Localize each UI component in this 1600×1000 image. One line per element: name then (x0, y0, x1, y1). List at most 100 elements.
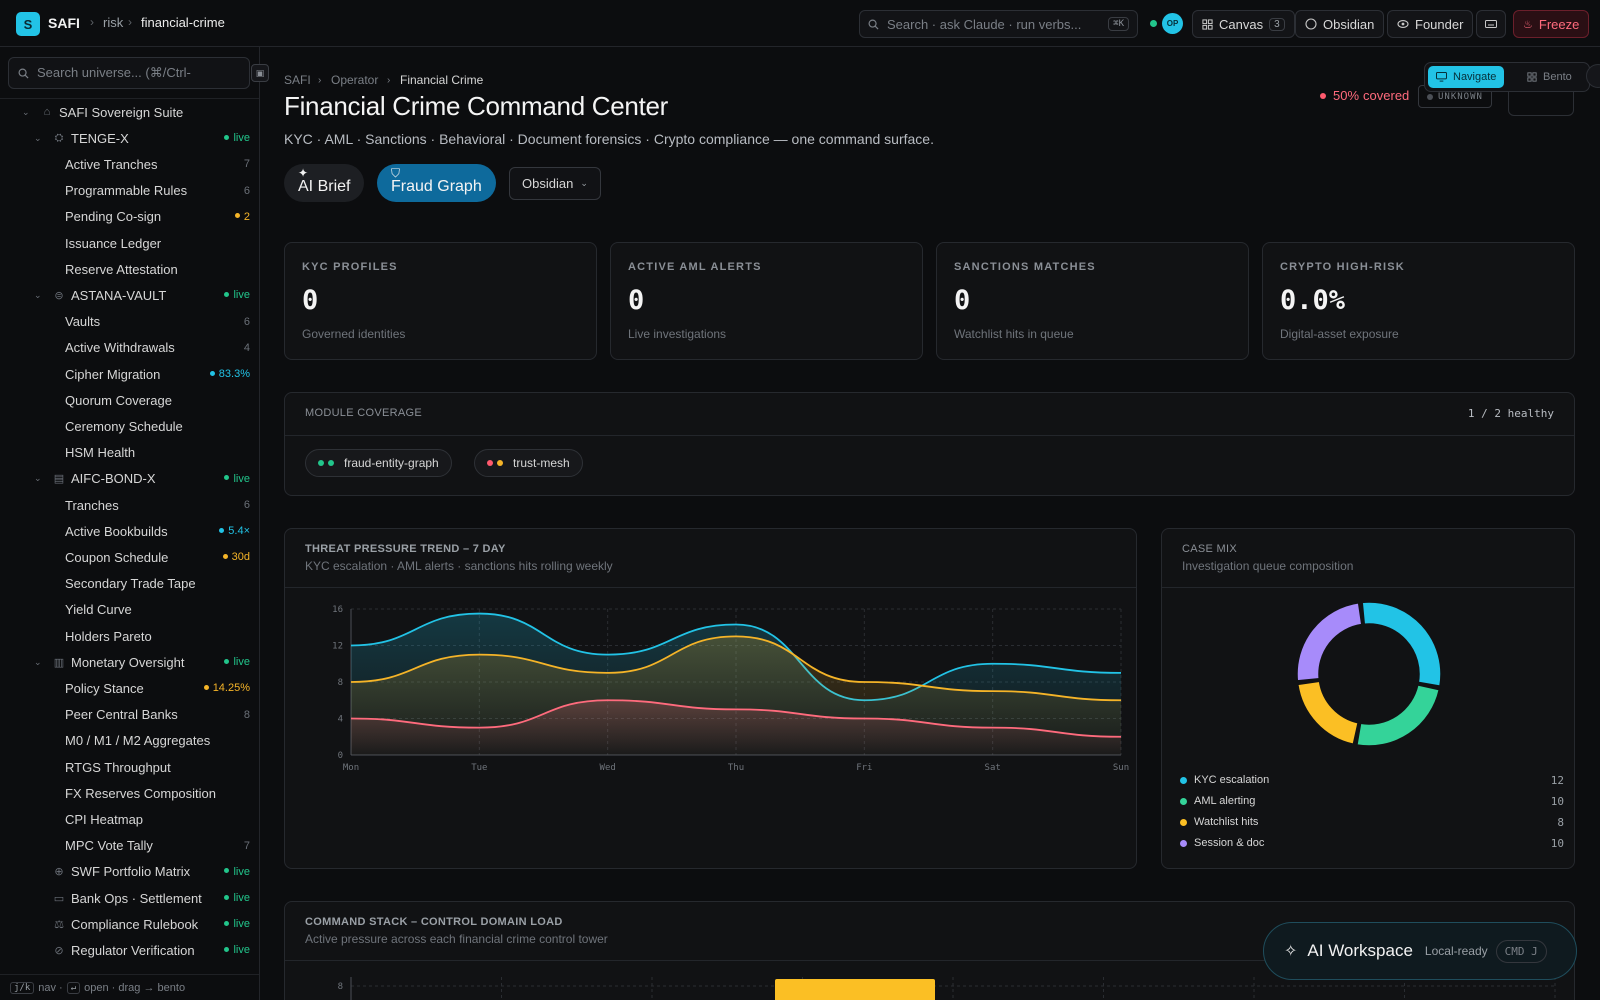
theme-select[interactable]: Obsidian ⌄ (509, 167, 601, 200)
kpi-card-kyc-profiles[interactable]: KYC PROFILES 0 Governed identities (284, 242, 597, 360)
app-name[interactable]: SAFI (48, 15, 80, 31)
tree-item[interactable]: MPC Vote Tally 7 (0, 833, 259, 859)
canvas-label: Canvas (1219, 16, 1264, 32)
theme-button[interactable]: Obsidian (1295, 10, 1385, 38)
tree-item[interactable]: Quorum Coverage (0, 387, 259, 413)
app-logo[interactable]: S (16, 12, 40, 36)
sidebar-search-input[interactable]: Search universe... (⌘/Ctrl- (8, 57, 250, 89)
fraud-graph-button[interactable]: ⛉ Fraud Graph (377, 164, 496, 202)
tree-item-badge: 5.4× (219, 525, 250, 537)
page-breadcrumb-safi[interactable]: SAFI (284, 73, 311, 87)
ai-brief-button[interactable]: ✦ AI Brief (284, 164, 365, 202)
tree-item-label: Cipher Migration (65, 366, 161, 382)
tree-item[interactable]: M0 / M1 / M2 Aggregates (0, 728, 259, 754)
tree-item[interactable]: CPI Heatmap (0, 806, 259, 832)
kpi-value: 0 (302, 285, 319, 316)
tree-item[interactable]: RTGS Throughput (0, 754, 259, 780)
tree-item[interactable]: Issuance Ledger (0, 230, 259, 256)
chevron-down-icon[interactable]: ⌄ (34, 656, 42, 667)
badge-text: 14.25% (212, 682, 250, 695)
gavel-icon: ⚖ (54, 918, 64, 931)
bento-view-button[interactable]: Bento (1519, 66, 1580, 88)
tree-group[interactable]: ⌄ ⛭ TENGE-X live (0, 125, 259, 151)
tree-item[interactable]: Yield Curve (0, 597, 259, 623)
tree-item[interactable]: HSM Health (0, 440, 259, 466)
global-search-input[interactable]: Search · ask Claude · run verbs... ⌘K (859, 10, 1138, 38)
user-avatar[interactable]: OP (1162, 13, 1183, 34)
chevron-down-icon[interactable]: ⌄ (34, 289, 42, 300)
search-icon (18, 68, 29, 79)
document-icon: ▤ (53, 473, 65, 486)
tree-item[interactable]: Cipher Migration 83.3% (0, 361, 259, 387)
verification-icon: ⊘ (54, 944, 64, 957)
tree-item-badge: 7 (244, 840, 250, 852)
tree-item[interactable]: Programmable Rules 6 (0, 178, 259, 204)
tree-module[interactable]: ⊘ Regulator Verification live (0, 937, 259, 963)
donut-slice[interactable] (1356, 683, 1441, 747)
freeze-button[interactable]: ♨ Freeze (1513, 10, 1590, 38)
tree-item-label: Active Tranches (65, 156, 158, 172)
tree-item-label: Vaults (65, 314, 101, 330)
tree-item[interactable]: Ceremony Schedule (0, 413, 259, 439)
tree-item[interactable]: Tranches 6 (0, 492, 259, 518)
y-tick-label: 4 (338, 715, 343, 725)
breadcrumb-separator: › (128, 15, 132, 29)
badge-text: live (233, 892, 250, 904)
kpi-card-aml-alerts[interactable]: ACTIVE AML ALERTS 0 Live investigations (610, 242, 923, 360)
kpi-card-sanctions-matches[interactable]: SANCTIONS MATCHES 0 Watchlist hits in qu… (936, 242, 1249, 360)
chip-status-dot (328, 460, 334, 466)
badge-text: live (233, 289, 250, 302)
page-breadcrumb-operator[interactable]: Operator (331, 73, 379, 87)
chevron-down-icon[interactable]: ⌄ (34, 473, 42, 484)
kpi-subtitle: Watchlist hits in queue (954, 327, 1074, 341)
founder-button[interactable]: Founder (1387, 10, 1474, 38)
tree-module[interactable]: ⊕ SWF Portfolio Matrix live (0, 859, 259, 885)
badge-text: live (233, 472, 250, 485)
tree-item[interactable]: Policy Stance 14.25% (0, 675, 259, 701)
tree-item[interactable]: Active Tranches 7 (0, 151, 259, 177)
threat-trend-label: THREAT PRESSURE TREND – 7 DAY (305, 543, 506, 555)
module-chip-trust-mesh[interactable]: trust-mesh (474, 449, 583, 477)
ai-workspace-launcher[interactable]: ✧ AI Workspace Local-ready CMD J (1263, 922, 1577, 980)
online-status-dot (1150, 20, 1157, 27)
tree-module[interactable]: ▭ Bank Ops · Settlement live (0, 885, 259, 911)
tree-group[interactable]: ⌄ ▥ Monetary Oversight live (0, 649, 259, 675)
breadcrumb-financial-crime[interactable]: financial-crime (141, 15, 225, 30)
module-chip-fraud-entity-graph[interactable]: fraud-entity-graph (305, 449, 452, 477)
tree-item[interactable]: Active Withdrawals 4 (0, 335, 259, 361)
chip-status-dot (487, 460, 493, 466)
breadcrumb-risk[interactable]: risk (103, 15, 124, 30)
tree-item[interactable]: Holders Pareto (0, 623, 259, 649)
tree-group[interactable]: ⌄ ▤ AIFC-BOND-X live (0, 466, 259, 492)
chevron-down-icon[interactable]: ⌄ (34, 132, 42, 143)
navigate-view-button[interactable]: Navigate (1428, 66, 1505, 88)
tree-item[interactable]: Reserve Attestation (0, 256, 259, 282)
tree-item[interactable]: Pending Co-sign 2 (0, 204, 259, 230)
tree-module[interactable]: ⚖ Compliance Rulebook live (0, 911, 259, 937)
tree-item[interactable]: Vaults 6 (0, 309, 259, 335)
sidebar-collapse-button[interactable]: ▣ (251, 64, 269, 82)
tree-item[interactable]: Secondary Trade Tape (0, 571, 259, 597)
kpi-card-crypto-high-risk[interactable]: CRYPTO HIGH-RISK 0.0% Digital-asset expo… (1262, 242, 1575, 360)
tree-item-label: M0 / M1 / M2 Aggregates (65, 733, 211, 749)
tree-item-label: Ceremony Schedule (65, 418, 183, 434)
badge-dot (234, 213, 240, 219)
tree-item[interactable]: Active Bookbuilds 5.4× (0, 518, 259, 544)
x-tick-label: Fri (856, 763, 872, 773)
keyboard-button[interactable] (1476, 10, 1506, 38)
legend-swatch (1180, 776, 1187, 784)
kpi-label: KYC PROFILES (302, 261, 398, 273)
sidebar-divider (0, 98, 259, 99)
tree-item[interactable]: Coupon Schedule 30d (0, 544, 259, 570)
tree-root[interactable]: ⌄ ⌂ SAFI Sovereign Suite (0, 99, 259, 125)
tree-item[interactable]: FX Reserves Composition (0, 780, 259, 806)
chevron-down-icon[interactable]: ⌄ (22, 106, 30, 117)
donut-slice[interactable] (1361, 601, 1442, 687)
ai-brief-label: AI Brief (298, 178, 351, 195)
donut-slice[interactable] (1296, 601, 1363, 682)
donut-slice[interactable] (1296, 680, 1360, 746)
canvas-button[interactable]: Canvas 3 (1192, 10, 1295, 38)
tree-item[interactable]: Peer Central Banks 8 (0, 702, 259, 728)
tree-group[interactable]: ⌄ ⊜ ASTANA-VAULT live (0, 282, 259, 308)
sidebar-search-placeholder: Search universe... (⌘/Ctrl- (37, 65, 191, 80)
